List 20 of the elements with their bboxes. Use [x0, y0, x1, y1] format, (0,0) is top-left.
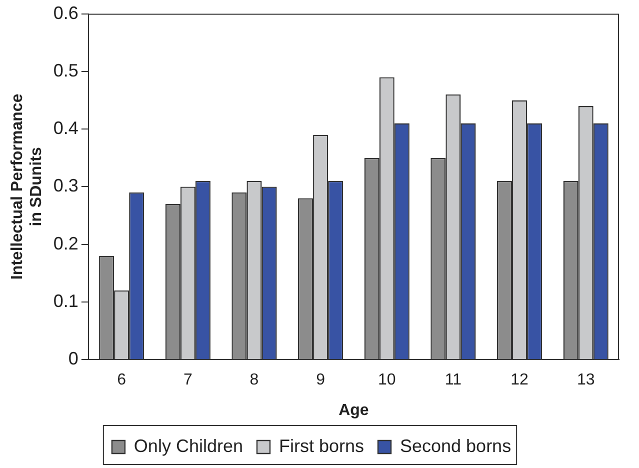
- y-tick-label: 0.4: [53, 118, 78, 138]
- x-tick-label: 10: [378, 372, 396, 389]
- y-tick-label: 0.1: [53, 290, 78, 311]
- legend-label: Only Children: [134, 436, 243, 456]
- x-tick-label: 6: [117, 372, 126, 389]
- x-tick-label: 13: [576, 372, 595, 389]
- y-axis-title: Intellectual Performance in SDunits: [9, 94, 46, 280]
- y-tick-label: 0.6: [53, 2, 78, 23]
- y-tick-label: 0.5: [53, 60, 78, 80]
- x-axis-title: Age: [338, 402, 369, 419]
- x-tick-label: 9: [316, 372, 326, 389]
- legend-label: First borns: [278, 436, 364, 456]
- x-tick-label: 11: [444, 372, 462, 389]
- y-tick-label: 0.2: [53, 233, 78, 254]
- legend-label: Second borns: [400, 436, 512, 456]
- x-tick-label: 7: [183, 372, 192, 389]
- y-tick-label: 0.3: [53, 176, 78, 196]
- x-tick-label: 8: [250, 372, 259, 389]
- x-tick-label: 12: [510, 372, 529, 389]
- y-tick-label: 0: [68, 348, 78, 369]
